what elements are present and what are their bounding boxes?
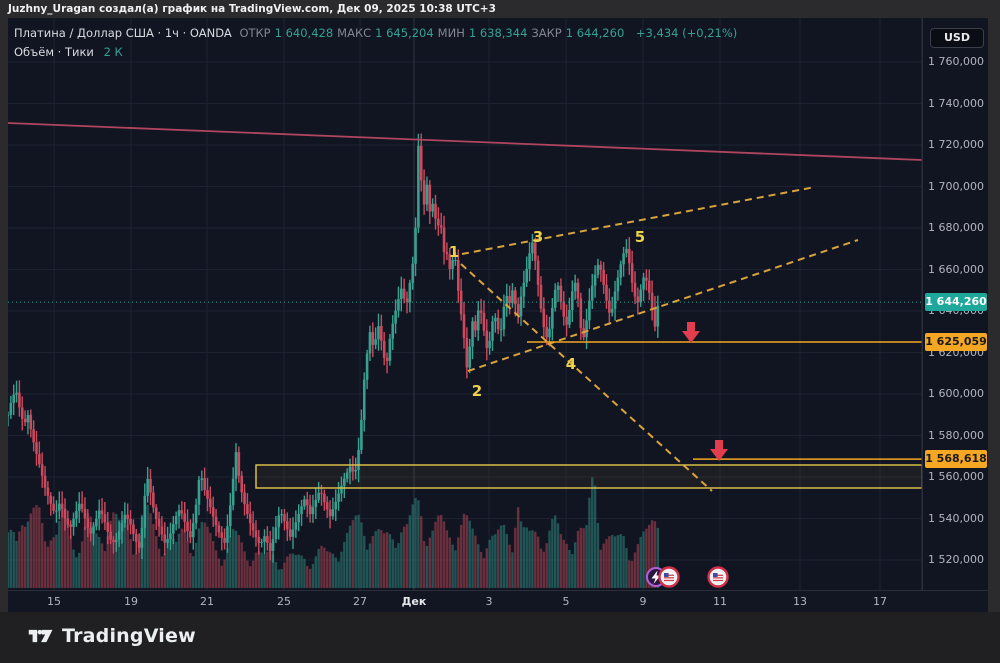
wave-label-4: 4 [566,355,576,373]
us-flag-icon [664,573,674,582]
time-tick-label: 15 [47,595,61,608]
time-tick-label: 9 [639,595,647,608]
support-zone-fill [256,465,922,488]
price-tick-label: 1 680,000 [928,221,984,234]
ohlc-label: МИН [437,26,465,40]
chart-area[interactable]: 1 2 3 4 5 Платина / Доллар США · 1ч · OANDA … [0,18,1000,612]
down-arrow-1 [682,322,700,343]
price-chart-canvas[interactable]: 1 2 3 4 5 [0,18,1000,612]
legend-row-volume: Объём · Тики 2 К [14,43,741,61]
legend-row-ohlc: Платина / Доллар США · 1ч · OANDA ОТКР 1 … [14,24,741,42]
ohlc-label: ОТКР [239,26,271,40]
time-tick-label: 17 [873,595,887,608]
price-tick-label: 1 560,000 [928,470,984,483]
ohlc-label: ЗАКР [531,26,562,40]
time-tick-label: 19 [124,595,138,608]
ohlc-value: 1 638,344 [468,26,528,40]
ohlc-value: 1 644,260 [565,26,625,40]
price-tick-label: 1 520,000 [928,553,984,566]
last-price-badge: 1 644,260 [925,293,987,312]
time-tick-label: 5 [562,595,570,608]
alert-badge[interactable]: 1 568,618 [925,450,987,469]
price-tick-label: 1 580,000 [928,428,984,442]
price-tick-label: 1 740,000 [928,96,984,110]
event-sticker-us-flag[interactable] [707,566,729,588]
ohlc-values: ОТКР 1 640,428 МАКС 1 645,204 МИН 1 638,344 ЗА… [239,26,628,40]
price-tick-label: 1 760,000 [928,55,984,68]
time-tick-label: Дек [401,595,427,608]
wave-label-1: 1 [449,243,459,261]
attribution-text: Juzhny_Uragan создал(а) график на Tradin… [8,3,496,15]
ohlc-value: 1 640,428 [274,26,334,40]
time-tick-label: 3 [485,595,493,608]
volume-value: 2 К [103,45,123,59]
trend-line-red [7,122,923,161]
lightning-icon [651,570,661,584]
price-change: +3,434 (+0,21%) [635,26,738,40]
tradingview-logo-icon [28,629,53,643]
wave-label-5: 5 [635,228,645,246]
price-tick-label: 1 700,000 [928,179,984,193]
triangle-lower-line [467,239,859,372]
price-tick-label: 1 540,000 [928,511,984,525]
ohlc-label: МАКС [337,26,372,40]
symbol-legend: Платина / Доллар США · 1ч · OANDA ОТКР 1 … [14,24,741,61]
footer-bar: TradingView [0,612,1000,663]
attribution-bar: Juzhny_Uragan создал(а) график на Tradin… [0,0,1000,18]
volume-label: Объём · Тики [14,45,94,59]
breakdown-line [460,263,713,492]
brand-text: TradingView [62,625,196,647]
price-axis[interactable]: 1 760,000 1 740,000 1 720,000 1 700,000 1 68… [922,18,988,590]
left-gutter [0,18,8,612]
volume-series [6,477,659,588]
event-sticker-us-flag[interactable] [658,566,680,588]
time-tick-label: 13 [793,595,807,608]
us-flag-icon [713,573,723,582]
price-tick-label: 1 720,000 [928,138,984,151]
price-tick-label: 1 660,000 [928,262,984,276]
symbol-title[interactable]: Платина / Доллар США · 1ч · OANDA [14,26,232,40]
time-tick-label: 25 [277,595,291,608]
ohlc-value: 1 645,204 [375,26,434,40]
alert-badge[interactable]: 1 625,059 [925,333,987,351]
down-arrow-2 [710,440,728,461]
time-axis[interactable]: 15 19 21 25 27 Дек 3 5 9 11 13 17 [0,590,1000,612]
right-gutter [988,18,1000,612]
time-tick-label: 21 [200,595,214,608]
price-tick-label: 1 600,000 [928,387,984,400]
time-tick-label: 27 [353,595,367,608]
tradingview-brand-link[interactable]: TradingView [28,625,196,647]
wave-label-2: 2 [472,382,482,400]
candle-series [6,133,660,563]
currency-toggle-button[interactable]: USD [930,28,984,48]
time-tick-label: 11 [713,595,727,608]
wave-label-3: 3 [533,228,543,246]
